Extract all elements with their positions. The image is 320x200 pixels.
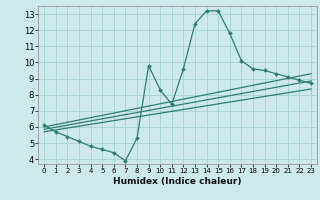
X-axis label: Humidex (Indice chaleur): Humidex (Indice chaleur) [113,177,242,186]
